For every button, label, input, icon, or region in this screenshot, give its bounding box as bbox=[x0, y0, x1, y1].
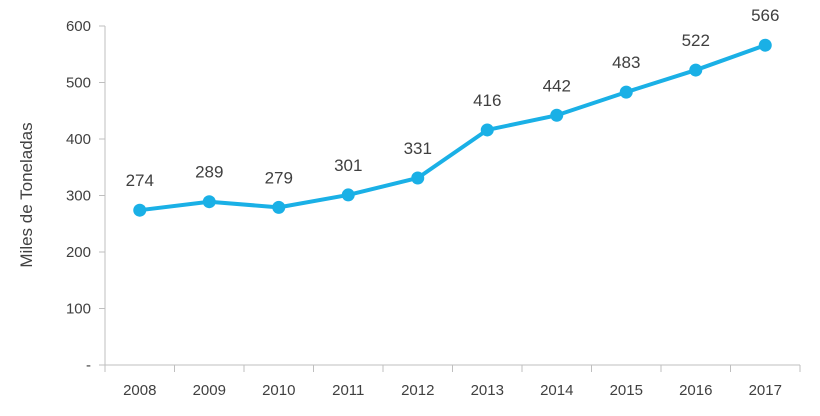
x-tick-label: 2016 bbox=[679, 382, 712, 399]
data-point bbox=[689, 63, 703, 77]
x-tick-label: 2013 bbox=[471, 382, 504, 399]
data-label: 274 bbox=[126, 171, 154, 190]
data-labels: 274 289 279 301 331 416 442 483 522 566 bbox=[126, 6, 780, 190]
x-tick-label: 2014 bbox=[540, 382, 573, 399]
y-tick-label: 300 bbox=[66, 188, 91, 205]
data-label: 279 bbox=[265, 168, 293, 187]
data-point bbox=[202, 195, 216, 209]
data-label: 289 bbox=[195, 163, 223, 182]
data-point bbox=[411, 171, 425, 185]
y-tick-label: 200 bbox=[66, 244, 91, 261]
data-label: 566 bbox=[751, 6, 779, 25]
series-layer bbox=[133, 38, 772, 217]
data-label: 483 bbox=[612, 53, 640, 72]
y-tick-label: 400 bbox=[66, 131, 91, 148]
y-tick-labels: - 100 200 300 400 500 600 bbox=[66, 18, 91, 374]
x-tick-label: 2008 bbox=[123, 382, 156, 399]
x-tick-label: 2015 bbox=[610, 382, 643, 399]
data-point bbox=[133, 203, 147, 217]
y-tick-label: 500 bbox=[66, 75, 91, 92]
y-tick-label: 600 bbox=[66, 18, 91, 35]
data-label: 331 bbox=[404, 139, 432, 158]
x-tick-label: 2009 bbox=[193, 382, 226, 399]
data-point bbox=[758, 38, 772, 52]
axes bbox=[99, 25, 801, 372]
data-label: 301 bbox=[334, 156, 362, 175]
x-tick-label: 2012 bbox=[401, 382, 434, 399]
data-point bbox=[272, 200, 286, 214]
x-tick-label: 2010 bbox=[262, 382, 295, 399]
data-label: 416 bbox=[473, 91, 501, 110]
data-point bbox=[341, 188, 355, 202]
y-tick-label: 100 bbox=[66, 301, 91, 318]
x-tick-label: 2017 bbox=[749, 382, 782, 399]
data-point bbox=[619, 85, 633, 99]
y-axis-title: Miles de Toneladas bbox=[17, 122, 36, 267]
data-point bbox=[550, 108, 564, 122]
series-line bbox=[137, 43, 768, 213]
data-point bbox=[480, 123, 494, 137]
data-label: 522 bbox=[682, 31, 710, 50]
data-label: 442 bbox=[543, 76, 571, 95]
x-tick-labels: 2008 2009 2010 2011 2012 2013 2014 2015 2016 2017 bbox=[123, 382, 782, 399]
y-tick-label: - bbox=[86, 357, 91, 374]
x-tick-label: 2011 bbox=[332, 382, 364, 399]
